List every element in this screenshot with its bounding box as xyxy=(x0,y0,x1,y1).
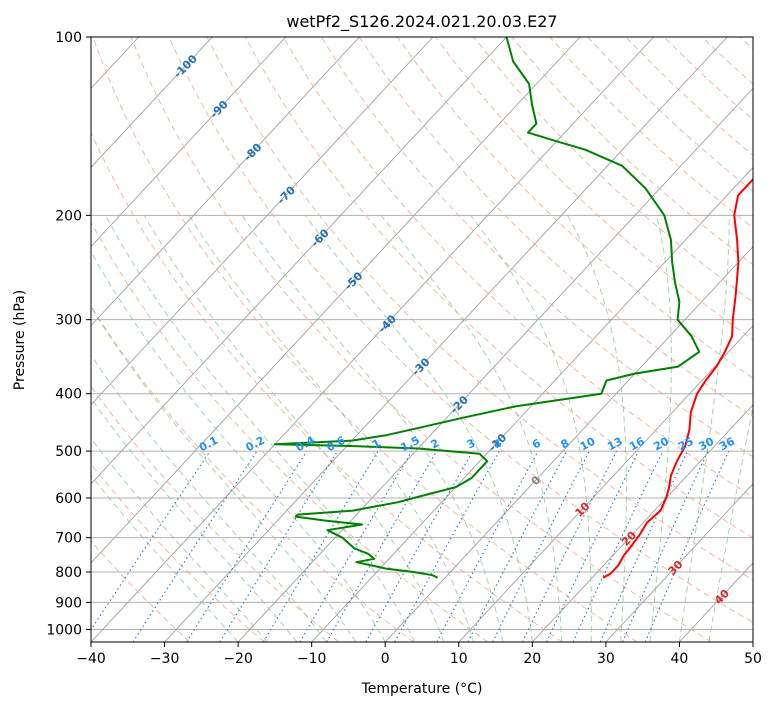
y-tick-label: 600 xyxy=(55,491,82,507)
moist-adiabat-line xyxy=(91,354,327,642)
isotherm-line xyxy=(91,37,213,169)
x-tick-label: −10 xyxy=(297,651,327,667)
x-axis: −40 −30 −20 −10 0 10 20 30 40 50 xyxy=(76,642,762,667)
dry-adiabat-line xyxy=(244,37,753,539)
mixing-ratio-line xyxy=(546,450,640,642)
dry-adiabat-line xyxy=(92,37,638,642)
isotherm-line xyxy=(91,37,581,564)
moist-adiabat-line xyxy=(470,215,592,642)
dry-adiabat-line xyxy=(91,463,265,642)
mixing-ratio-line xyxy=(186,450,308,642)
moist-adiabat-line xyxy=(708,404,753,642)
dry-adiabat-line xyxy=(130,37,713,642)
dry-adiabat-line xyxy=(473,37,753,303)
y-tick-label: 300 xyxy=(55,313,82,329)
isotherm-line xyxy=(91,37,360,327)
x-tick-label: 40 xyxy=(670,651,688,667)
x-tick-label: 50 xyxy=(744,651,762,667)
dewpoint-profile-line xyxy=(273,37,701,579)
y-tick-label: 200 xyxy=(55,208,82,224)
y-tick-label: 100 xyxy=(55,30,82,46)
x-tick-label: −30 xyxy=(150,651,180,667)
y-tick-label: 400 xyxy=(55,387,82,403)
moist-adiabat-line xyxy=(91,474,239,642)
mixing-ratio-label: 13 xyxy=(605,435,625,454)
dry-adiabat-line xyxy=(168,37,753,624)
isotherm-line xyxy=(384,245,753,642)
moist-adiabat-line xyxy=(567,215,627,642)
mixing-ratio-line xyxy=(521,450,618,642)
mixing-ratio-line xyxy=(132,450,258,642)
profile-layer xyxy=(273,37,753,579)
x-tick-label: 0 xyxy=(381,651,390,667)
y-tick-label: 500 xyxy=(55,444,82,460)
dry-adiabat-line xyxy=(91,221,489,642)
isotherm-line xyxy=(91,37,287,248)
mixing-ratio-label: 20 xyxy=(651,435,671,454)
mixing-ratio-line xyxy=(436,450,539,642)
isotherm-line xyxy=(311,166,753,642)
mixing-ratio-line xyxy=(91,450,211,631)
moist-adiabat-line xyxy=(649,215,672,642)
isotherm-line xyxy=(532,404,753,642)
y-tick-label: 900 xyxy=(55,595,82,611)
moist-adiabat-line xyxy=(91,306,357,642)
mixing-ratio-label: 36 xyxy=(717,435,737,454)
mixing-ratio-line xyxy=(219,450,339,642)
x-tick-label: −40 xyxy=(76,651,106,667)
x-tick-label: 10 xyxy=(450,651,468,667)
moist-adiabat-line xyxy=(91,250,386,642)
mixing-ratio-line xyxy=(572,450,664,642)
x-tick-label: 30 xyxy=(597,651,615,667)
y-axis-label: Pressure (hPa) xyxy=(12,290,28,390)
dry-adiabat-line xyxy=(282,37,753,498)
plot-frame xyxy=(90,36,754,643)
dry-adiabat-line xyxy=(91,385,340,642)
mixing-ratio-label: 25 xyxy=(676,435,696,454)
dry-adiabat-line xyxy=(206,37,753,581)
isotherm-line xyxy=(91,37,654,642)
isotherm-line xyxy=(91,37,434,406)
x-tick-label: 20 xyxy=(523,651,541,667)
mixing-ratio-label: 10 xyxy=(578,435,598,454)
moist-adiabat-line xyxy=(105,215,416,642)
moist-adiabat-line xyxy=(241,215,504,642)
mixing-ratio-label: 30 xyxy=(697,435,717,454)
x-tick-label: −20 xyxy=(223,651,253,667)
chart-title: wetPf2_S126.2024.021.20.03.E27 xyxy=(286,12,557,32)
moist-adiabat-line xyxy=(188,215,474,642)
isotherm-line xyxy=(605,483,753,642)
moist-adiabat-line xyxy=(678,215,730,642)
y-tick-label: 700 xyxy=(55,531,82,547)
mixing-ratio-line xyxy=(326,450,438,642)
y-tick-label: 800 xyxy=(55,565,82,581)
moist-adiabat-line xyxy=(380,214,563,642)
isotherm-line xyxy=(237,87,753,642)
mixing-ratio-line xyxy=(299,450,413,642)
isotherm-line xyxy=(91,37,507,485)
isotherm-line xyxy=(164,37,728,642)
mixing-ratio-line xyxy=(263,450,379,642)
temperature-profile-line xyxy=(602,177,753,579)
mixing-ratio-label: 16 xyxy=(627,435,647,454)
background-lines xyxy=(91,37,753,642)
x-axis-label: Temperature (°C) xyxy=(361,681,483,697)
y-tick-label: 1000 xyxy=(46,622,82,638)
y-axis: 100 200 300 400 500 600 700 800 900 1000 xyxy=(46,30,91,638)
dry-adiabat-line xyxy=(91,131,563,642)
dry-adiabat-line xyxy=(91,540,191,642)
